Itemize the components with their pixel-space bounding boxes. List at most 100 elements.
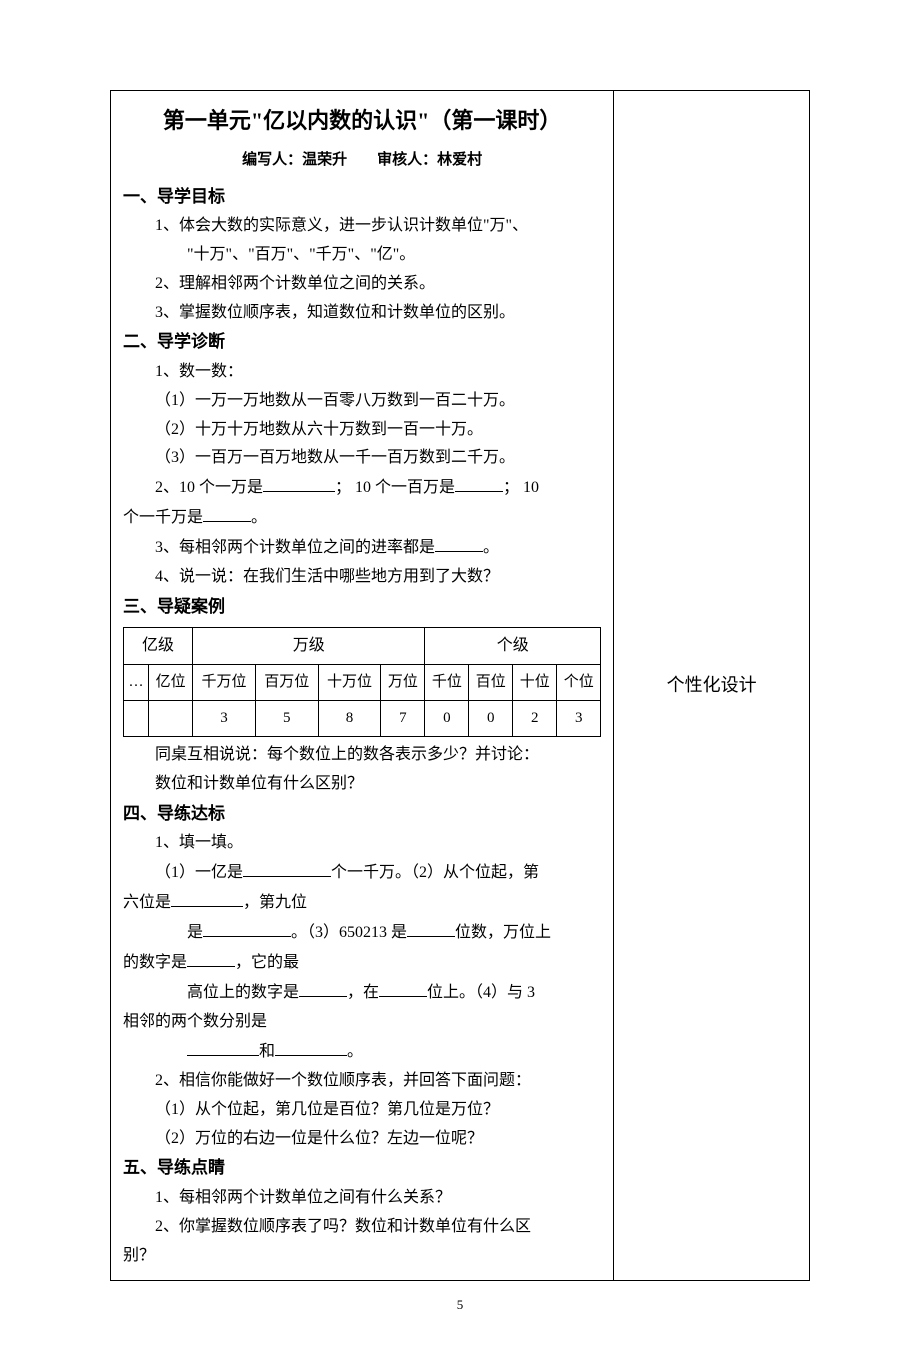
blank-2 <box>455 473 503 492</box>
s4-1-1a: （1）一亿是 <box>155 864 243 881</box>
section1-header: 一、导学目标 <box>123 182 601 213</box>
pos-wan: 万位 <box>381 665 425 701</box>
s2-item1-2: （2）十万十万地数从六十万数到一百一十万。 <box>123 416 601 445</box>
s2-i3a: 3、每相邻两个计数单位之间的进率都是 <box>155 539 435 556</box>
s4-i1-line1: （1）一亿是 个一千万。（2）从个位起，第 <box>123 858 601 888</box>
pos-ellipsis: … <box>124 665 149 701</box>
s4-1-4a: 和 <box>259 1043 275 1060</box>
section5-header: 五、导练点睛 <box>123 1153 601 1184</box>
num-7: 0 <box>469 701 513 737</box>
section3-header: 三、导疑案例 <box>123 592 601 623</box>
num-1 <box>149 701 193 737</box>
pos-qian: 千位 <box>425 665 469 701</box>
pos-baiwan: 百万位 <box>255 665 318 701</box>
num-8: 2 <box>513 701 557 737</box>
num-4: 8 <box>318 701 381 737</box>
num-2: 3 <box>193 701 256 737</box>
s4-item2: 2、相信你能做好一个数位顺序表，并回答下面问题： <box>123 1067 601 1096</box>
document-layout-table: 第一单元"亿以内数的认识"（第一课时） 编写人：温荣升 审核人：林爱村 一、导学… <box>110 90 810 1281</box>
blank-3 <box>203 503 251 522</box>
s2-i2a: 2、10 个一万是 <box>155 479 263 496</box>
s4-1-3a: 高位上的数字是 <box>187 984 299 1001</box>
pos-shiwan: 十万位 <box>318 665 381 701</box>
s4-item2-1: （1）从个位起，第几位是百位？第几位是万位？ <box>123 1096 601 1125</box>
s5-item1: 1、每相邻两个计数单位之间有什么关系？ <box>123 1184 601 1213</box>
pos-ge: 个位 <box>557 665 601 701</box>
level-yi: 亿级 <box>124 627 193 665</box>
s4-1-2a: 是 <box>187 924 203 941</box>
blank-13 <box>275 1037 347 1056</box>
pos-shi: 十位 <box>513 665 557 701</box>
s4-i1-line7: 和。 <box>187 1037 601 1067</box>
level-wan: 万级 <box>193 627 425 665</box>
blank-9 <box>187 948 235 967</box>
s4-i1-line4: 的数字是 ，它的最 <box>123 948 601 978</box>
s2-item2-line1: 2、10 个一万是 ； 10 个一百万是 ； 10 <box>123 473 601 503</box>
s4-1-1d: ，第九位 <box>243 894 307 911</box>
s2-item1: 1、数一数： <box>123 358 601 387</box>
number-row: 3 5 8 7 0 0 2 3 <box>124 701 601 737</box>
num-5: 7 <box>381 701 425 737</box>
s4-1-1c: 六位是 <box>123 894 171 911</box>
num-9: 3 <box>557 701 601 737</box>
s2-i2d: 个一千万是 <box>123 509 203 526</box>
blank-10 <box>299 978 347 997</box>
s2-item1-1: （1）一万一万地数从一百零八万数到一百二十万。 <box>123 387 601 416</box>
blank-7 <box>203 918 291 937</box>
byline: 编写人：温荣升 审核人：林爱村 <box>123 147 601 174</box>
side-cell: 个性化设计 <box>614 91 810 1281</box>
s4-item1: 1、填一填。 <box>123 829 601 858</box>
s4-item2-2: （2）万位的右边一位是什么位？左边一位呢？ <box>123 1125 601 1154</box>
blank-11 <box>379 978 427 997</box>
page-title: 第一单元"亿以内数的认识"（第一课时） <box>123 101 601 141</box>
s4-1-4b: 。 <box>347 1043 363 1060</box>
s4-i1-line6: 相邻的两个数分别是 <box>123 1008 601 1037</box>
blank-6 <box>171 888 243 907</box>
num-3: 5 <box>255 701 318 737</box>
s4-1-2d: 的数字是 <box>123 954 187 971</box>
s1-item3: 3、掌握数位顺序表，知道数位和计数单位的区别。 <box>123 299 601 328</box>
s4-i1-line3: 是 。（3）650213 是 位数，万位上 <box>187 918 601 948</box>
level-row: 亿级 万级 个级 <box>124 627 601 665</box>
s4-i1-line5: 高位上的数字是 ，在 位上。（4）与 3 <box>187 978 601 1008</box>
blank-12 <box>187 1037 259 1056</box>
section4-header: 四、导练达标 <box>123 799 601 830</box>
blank-1 <box>263 473 335 492</box>
pos-yi: 亿位 <box>149 665 193 701</box>
blank-5 <box>243 858 331 877</box>
s1-item1a: 1、体会大数的实际意义，进一步认识计数单位"万"、 <box>123 212 601 241</box>
s2-item2-line2: 个一千万是 。 <box>123 503 601 533</box>
s4-1-2e: ，它的最 <box>235 954 299 971</box>
s4-1-1b: 个一千万。（2）从个位起，第 <box>331 864 539 881</box>
main-content-cell: 第一单元"亿以内数的认识"（第一课时） 编写人：温荣升 审核人：林爱村 一、导学… <box>111 91 614 1281</box>
s2-item4: 4、说一说：在我们生活中哪些地方用到了大数？ <box>123 563 601 592</box>
s2-i2c: ； 10 <box>503 479 539 496</box>
pos-qianwan: 千万位 <box>193 665 256 701</box>
s4-1-2c: 位数，万位上 <box>455 924 551 941</box>
s3-discuss1: 同桌互相说说：每个数位上的数各表示多少？并讨论： <box>123 741 601 770</box>
s1-item2: 2、理解相邻两个计数单位之间的关系。 <box>123 270 601 299</box>
s3-discuss2: 数位和计数单位有什么区别？ <box>123 770 601 799</box>
s2-item3: 3、每相邻两个计数单位之间的进率都是 。 <box>123 533 601 563</box>
blank-4 <box>435 533 483 552</box>
level-ge: 个级 <box>425 627 601 665</box>
s1-item1b: "十万"、"百万"、"千万"、"亿"。 <box>123 241 601 270</box>
place-value-table: 亿级 万级 个级 … 亿位 千万位 百万位 十万位 万位 千位 百位 十位 个位 <box>123 627 601 738</box>
s5-item2b: 别？ <box>123 1242 601 1271</box>
num-6: 0 <box>425 701 469 737</box>
position-row: … 亿位 千万位 百万位 十万位 万位 千位 百位 十位 个位 <box>124 665 601 701</box>
s4-1-3b: ，在 <box>347 984 379 1001</box>
s2-i3b: 。 <box>483 539 499 556</box>
num-0 <box>124 701 149 737</box>
s2-item1-3: （3）一百万一百万地数从一千一百万数到二千万。 <box>123 444 601 473</box>
s5-item2a: 2、你掌握数位顺序表了吗？数位和计数单位有什么区 <box>123 1213 601 1242</box>
pos-bai: 百位 <box>469 665 513 701</box>
s2-i2b: ； 10 个一百万是 <box>335 479 455 496</box>
blank-8 <box>407 918 455 937</box>
side-label: 个性化设计 <box>667 675 757 695</box>
s4-i1-line2: 六位是 ，第九位 <box>123 888 601 918</box>
page-number: 5 <box>110 1293 810 1316</box>
s4-1-2b: 。（3）650213 是 <box>291 924 407 941</box>
s2-i2e: 。 <box>251 509 267 526</box>
s4-1-3c: 位上。（4）与 3 <box>427 984 535 1001</box>
